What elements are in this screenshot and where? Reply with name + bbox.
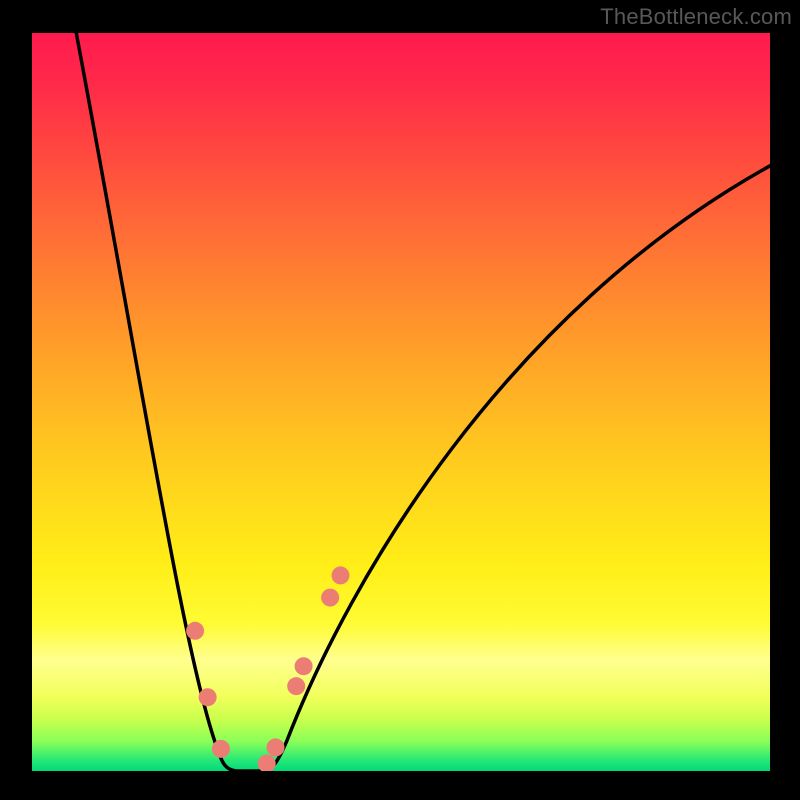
curve-marker-dot	[321, 589, 339, 607]
chart-frame: TheBottleneck.com	[0, 0, 800, 800]
bottleneck-curve-chart	[32, 33, 770, 771]
curve-marker-dot	[295, 657, 313, 675]
chart-plot-area	[32, 33, 770, 771]
watermark-text: TheBottleneck.com	[600, 4, 792, 30]
curve-marker-dot	[199, 688, 217, 706]
curve-marker-dot	[287, 677, 305, 695]
curve-marker-dot	[331, 566, 349, 584]
curve-marker-dot	[212, 740, 230, 758]
curve-marker-dot	[267, 738, 285, 756]
curve-marker-dot	[186, 622, 204, 640]
